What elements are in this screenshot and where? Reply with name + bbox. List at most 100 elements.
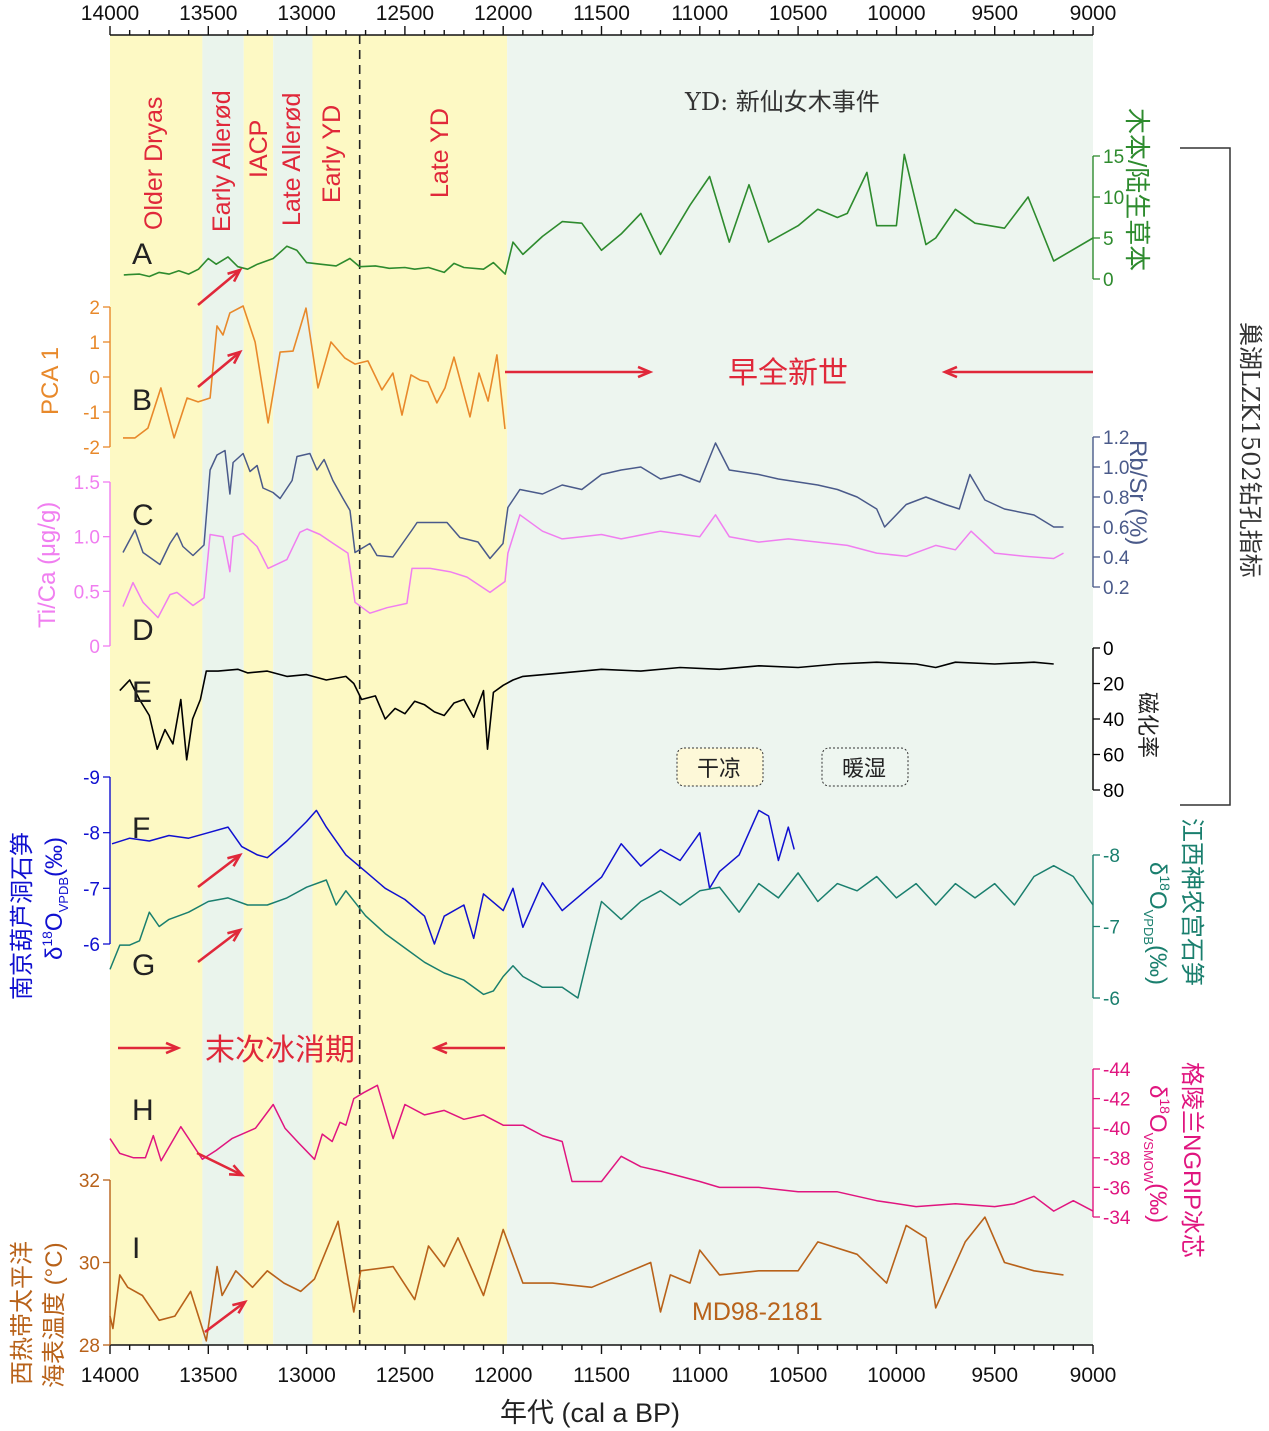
warm-wet-box (821, 747, 909, 787)
x-tick-label: 11500 (573, 2, 630, 25)
series-line-a (123, 153, 1094, 278)
warm-wet-label: 暖湿 (842, 756, 886, 781)
x-tick-label: 10500 (769, 1364, 827, 1387)
y-tick-label: 10 (1103, 188, 1124, 209)
y-tick-label: -7 (83, 879, 100, 900)
x-tick-label: 9000 (1070, 1364, 1117, 1387)
trend-arrow-icon (204, 1299, 248, 1334)
series-line-g (109, 864, 1094, 999)
axis-title-f-isotope: δ18OVPDB(‰) (39, 837, 71, 960)
y-axes: 0 5 10 15 -2 -1 0 1 2 0.2 0.4 0.6 0.8 1.0 1.2 0 0.5 1.0 1.… (74, 147, 1131, 1357)
y-tick-label: 1.5 (74, 473, 100, 494)
arrow-shaft (197, 269, 241, 306)
y-tick-label: -9 (83, 768, 100, 789)
y-tick-label: -8 (83, 824, 100, 845)
panel-letter-a: A (132, 238, 152, 271)
axis-title-i-unit: 海表温度 (°C) (41, 1242, 68, 1388)
series-line-h (109, 1084, 1094, 1212)
deglaciation-end-arrow-icon (431, 1041, 505, 1055)
trend-arrow-icon (197, 852, 243, 889)
unit: (‰) (1144, 945, 1171, 985)
x-tick-label: 9500 (971, 2, 1018, 25)
x-tick-label: 12500 (376, 2, 434, 25)
x-tick-label: 11000 (671, 1364, 728, 1387)
x-tick-label: 9000 (1070, 2, 1117, 25)
arrow-shaft (204, 1300, 246, 1334)
period-label-late-allerod: Late Allerød (278, 93, 306, 226)
y-tick-label: 5 (1103, 229, 1114, 250)
arrow-head (227, 852, 243, 867)
y-tick-label: 1.0 (74, 528, 100, 549)
y-tick-label: -1 (83, 403, 100, 424)
y-tick-label: 0.5 (74, 582, 100, 603)
panel-letters: A B C D E F G H I (132, 238, 155, 1265)
axis-title-c: Rb/Sr (%) (1124, 440, 1151, 545)
x-tick-label: 11000 (671, 2, 728, 25)
arrow-head (232, 1299, 248, 1314)
y-tick-label: 1 (89, 333, 100, 354)
holocene-end-arrow-icon (941, 365, 1093, 379)
md98-2181-label: MD98-2181 (692, 1298, 823, 1326)
sup-18: 18 (39, 931, 55, 947)
x-tick-label: 11500 (573, 1364, 630, 1387)
arrow-head (941, 365, 958, 379)
y-tick-label: 0 (1103, 270, 1114, 291)
arrow-head (637, 365, 654, 379)
unit: (‰) (1144, 1183, 1171, 1223)
annotation-arrows (118, 267, 1093, 1334)
period-band (359, 35, 508, 1345)
x-tick-label: 13500 (179, 2, 237, 25)
period-band (110, 35, 203, 1345)
period-label-early-yd: Early YD (318, 105, 346, 203)
trend-arrow-icon (197, 349, 243, 388)
holocene-band (507, 35, 1094, 1345)
y-tick-label: 1.0 (1103, 458, 1129, 479)
arrow-head (165, 1041, 182, 1055)
axis-title-e: 磁化率 (1135, 692, 1160, 758)
y-tick-label: -7 (1103, 918, 1120, 939)
panel-letter-e: E (132, 676, 152, 709)
arrow-head (227, 927, 243, 942)
arrow-head (431, 1041, 448, 1055)
y-tick-label: 0.4 (1103, 548, 1130, 569)
early-holocene-label: 早全新世 (728, 357, 848, 390)
deglaciation-start-arrow-icon (118, 1041, 182, 1055)
y-tick-label: 0.8 (1103, 488, 1129, 509)
y-tick-label: -34 (1103, 1208, 1131, 1229)
series-line-e (119, 661, 1054, 761)
axis-titles: 木本/陆生草本 PCA 1 Rb/Sr (%) Ti/Ca (μg/g) 磁化率… (9, 108, 1205, 1428)
y-tick-label: 32 (79, 1171, 100, 1192)
oxygen: O (41, 912, 68, 931)
series-line-f (111, 809, 795, 945)
y-tick-label: 0.2 (1103, 578, 1129, 599)
arrow-head (227, 267, 243, 283)
x-tick-label: 10500 (769, 2, 827, 25)
dry-cool-label: 干凉 (697, 756, 741, 781)
axis-title-a: 木本/陆生草本 (1122, 108, 1152, 271)
arrow-head (227, 349, 243, 365)
x-tick-label: 14000 (81, 2, 139, 25)
x-tick-label: 13500 (179, 1364, 237, 1387)
period-band (243, 35, 274, 1345)
oxygen: O (1144, 1114, 1171, 1133)
series-line-d (122, 514, 1064, 619)
y-tick-label: 28 (79, 1336, 100, 1357)
axis-title-g-isotope: δ18OVPDB(‰) (1141, 862, 1173, 985)
axis-title-h: 格陵兰NGRIP冰芯 (1178, 1062, 1205, 1258)
axis-title-f: 南京葫芦洞石笋 (9, 832, 36, 1000)
x-tick-label: 12000 (474, 2, 532, 25)
series-line-b (123, 305, 506, 439)
y-tick-label: 30 (79, 1254, 100, 1275)
panel-letter-f: F (132, 812, 150, 845)
trend-arrow-icon (197, 927, 243, 964)
y-tick-label: -2 (83, 438, 100, 459)
x-tick-label: 9500 (971, 1364, 1018, 1387)
yd-annotation: YD: 新仙女木事件 (684, 88, 880, 116)
trend-arrow-icon (196, 1151, 245, 1177)
y-tick-label: 60 (1103, 746, 1124, 767)
panel-letter-b: B (132, 384, 152, 417)
period-label-iacp: IACP (245, 120, 273, 178)
deglaciation-label: 末次冰消期 (205, 1034, 355, 1067)
y-tick-label: -40 (1103, 1119, 1130, 1140)
axis-title-g: 江西神农宫石笋 (1178, 818, 1205, 986)
